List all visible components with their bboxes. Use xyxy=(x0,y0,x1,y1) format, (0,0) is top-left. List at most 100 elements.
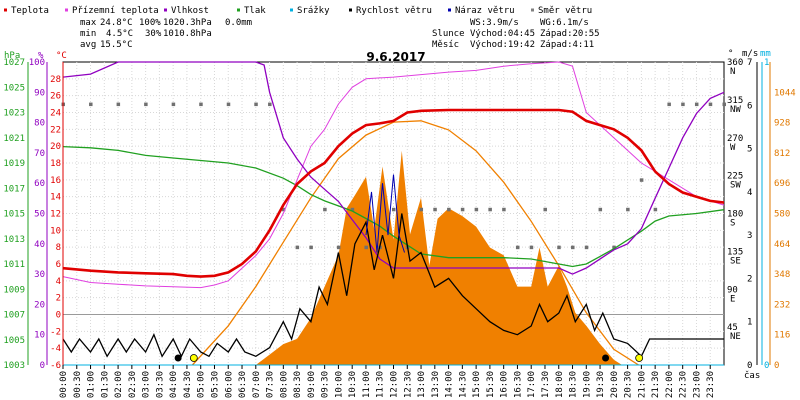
pct-tick-label: 20 xyxy=(34,300,45,310)
x-tick-label: 13:00 xyxy=(417,371,427,398)
x-tick-label: 01:00 xyxy=(87,371,97,398)
x-tick-label: 02:00 xyxy=(114,371,124,398)
x-tick-label: 10:30 xyxy=(348,371,358,398)
stat-avg-temp: 15.5°C xyxy=(100,40,133,50)
hpa-tick-label: 1025 xyxy=(3,83,25,93)
hpa-tick-label: 1023 xyxy=(3,109,25,119)
temp-tick-label: 20 xyxy=(50,142,61,152)
wind-direction-point xyxy=(447,207,451,212)
wind-direction-point xyxy=(350,207,355,212)
x-tick-label: 22:30 xyxy=(679,371,689,398)
x-tick-label: 20:30 xyxy=(624,371,634,398)
wind-direction-point xyxy=(598,207,603,212)
stat-min-humidity: 30% xyxy=(145,29,162,39)
x-tick-label: 13:30 xyxy=(431,371,441,398)
x-tick-label: 19:00 xyxy=(582,371,592,398)
x-tick-label: 01:30 xyxy=(100,371,110,398)
dir-tick-label: 135 xyxy=(727,247,743,257)
dir-tick-label: 225 xyxy=(727,172,743,182)
wind-direction-point xyxy=(639,178,644,182)
legend-label: Rychlost větru xyxy=(356,6,432,16)
solar-radiation-area xyxy=(255,150,623,365)
temp-tick-label: 16 xyxy=(50,176,61,186)
hpa-tick-label: 1007 xyxy=(3,311,25,321)
ms-tick-label: 3 xyxy=(747,231,752,241)
legend-label: Směr větru xyxy=(538,6,592,16)
temp-tick-label: 12 xyxy=(50,210,61,220)
wind-direction-point xyxy=(626,207,630,212)
dir-compass-label: S xyxy=(730,219,735,229)
wind-direction-point xyxy=(502,207,506,212)
wind-direction-point xyxy=(281,207,286,212)
wind-direction-point xyxy=(116,102,121,107)
wind-direction-point xyxy=(419,207,424,212)
dir-unit: ° xyxy=(728,49,733,59)
pct-tick-label: 100 xyxy=(29,58,45,68)
wind-direction-point xyxy=(612,245,616,250)
info-sun-rise: Východ:04:45 xyxy=(470,29,535,39)
wm2-tick-label: 232 xyxy=(774,300,790,310)
wind-direction-point xyxy=(460,207,465,212)
wind-direction-point xyxy=(199,102,203,107)
solar-theoretical-line xyxy=(191,120,639,366)
dir-compass-label: W xyxy=(730,143,736,153)
wm2-tick-label: 1044 xyxy=(774,88,796,98)
sun-set-marker xyxy=(635,354,644,362)
wm2-tick-label: 580 xyxy=(774,210,790,220)
wind-direction-point xyxy=(254,102,258,107)
humidity-line xyxy=(62,61,725,275)
mm-tick-label: 1 xyxy=(764,58,769,68)
x-tick-label: 14:00 xyxy=(445,371,455,398)
dir-tick-label: 360 xyxy=(727,58,743,68)
stat-max-label: max xyxy=(80,18,97,28)
dir-compass-label: N xyxy=(730,67,735,77)
wind-direction-point xyxy=(89,102,93,107)
x-tick-label: 12:30 xyxy=(403,371,413,398)
wind-direction-point xyxy=(336,245,341,250)
pct-tick-label: 70 xyxy=(34,149,45,159)
x-tick-label: 17:00 xyxy=(527,371,537,398)
wind-direction-point xyxy=(543,207,547,212)
wind-direction-point xyxy=(529,245,534,250)
x-tick-label: 07:30 xyxy=(266,371,276,398)
hpa-tick-label: 1015 xyxy=(3,210,25,220)
dir-compass-label: SE xyxy=(730,256,741,266)
legend: Teplota Přízemní teplota Vlhkost Tlak Srážky… xyxy=(4,6,600,50)
moon-set-marker xyxy=(174,354,182,362)
x-tick-label: 05:30 xyxy=(210,371,220,398)
sun-rise-marker xyxy=(189,354,198,362)
pct-tick-label: 0 xyxy=(40,361,45,371)
x-tick-label: 04:00 xyxy=(169,371,179,398)
temp-tick-label: 26 xyxy=(50,92,61,102)
temp-tick-label: 4 xyxy=(56,277,61,287)
ms-tick-label: 1 xyxy=(747,318,752,328)
pct-unit: % xyxy=(38,51,44,61)
x-tick-label: 23:00 xyxy=(692,371,702,398)
x-tick-label: 11:30 xyxy=(376,371,386,398)
hpa-tick-label: 1019 xyxy=(3,159,25,169)
info-wind-speed: WS:3.9m/s xyxy=(470,18,519,28)
axes-layer: 00:00 00:30 01:00 01:30 02:00 02:30 03:00 03:30… xyxy=(3,49,795,398)
x-tick-label: 18:30 xyxy=(569,371,579,398)
wind-direction-point xyxy=(584,245,589,250)
x-tick-label: 16:00 xyxy=(500,371,510,398)
x-tick-label: 07:00 xyxy=(252,371,262,398)
x-tick-label: 12:00 xyxy=(390,371,400,398)
wm2-tick-label: 0 xyxy=(774,361,779,371)
x-tick-label: 20:00 xyxy=(610,371,620,398)
x-tick-label: 05:00 xyxy=(197,371,207,398)
pct-tick-label: 50 xyxy=(34,210,45,220)
dir-compass-label: SW xyxy=(730,181,741,191)
stat-min-temp: 4.5°C xyxy=(106,29,133,39)
legend-label: Srážky xyxy=(297,6,330,16)
wind-direction-point xyxy=(557,245,561,250)
info-moon-set: Západ:4:11 xyxy=(540,40,594,50)
ms-tick-label: 2 xyxy=(747,274,752,284)
wind-direction-point xyxy=(323,207,327,212)
pct-tick-label: 30 xyxy=(34,270,45,280)
pct-tick-label: 90 xyxy=(34,88,45,98)
wm2-tick-label: 928 xyxy=(774,119,790,129)
x-tick-label: 21:30 xyxy=(651,371,661,398)
stat-avg-label: avg xyxy=(80,40,96,50)
